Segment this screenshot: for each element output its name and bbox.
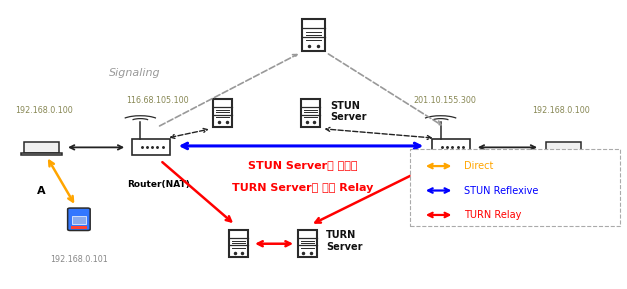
FancyBboxPatch shape	[298, 230, 317, 257]
FancyBboxPatch shape	[132, 140, 170, 155]
FancyBboxPatch shape	[302, 19, 325, 51]
FancyBboxPatch shape	[546, 142, 581, 153]
Text: Signaling: Signaling	[109, 68, 161, 78]
FancyBboxPatch shape	[72, 216, 85, 224]
Text: STUN
Server: STUN Server	[330, 101, 367, 122]
FancyBboxPatch shape	[71, 226, 87, 229]
Text: 116.68.105.100: 116.68.105.100	[126, 96, 188, 105]
Text: B: B	[559, 186, 568, 196]
Text: 192.168.0.101: 192.168.0.101	[50, 255, 108, 264]
Text: TURN
Server: TURN Server	[326, 230, 362, 252]
Text: 192.168.0.100: 192.168.0.100	[16, 106, 73, 115]
Text: 192.168.0.100: 192.168.0.100	[532, 106, 589, 115]
Text: Router(NAT): Router(NAT)	[127, 180, 190, 190]
FancyBboxPatch shape	[544, 153, 584, 155]
FancyBboxPatch shape	[68, 208, 90, 231]
FancyBboxPatch shape	[411, 149, 620, 227]
Text: 201.10.155.300: 201.10.155.300	[413, 96, 477, 105]
Text: STUN Server로 안되면: STUN Server로 안되면	[248, 160, 357, 170]
Text: TURN Relay: TURN Relay	[463, 210, 521, 220]
Text: Direct: Direct	[463, 161, 493, 171]
Text: TURN Server를 통해 Relay: TURN Server를 통해 Relay	[232, 183, 374, 193]
FancyBboxPatch shape	[21, 153, 61, 155]
FancyBboxPatch shape	[301, 99, 320, 127]
FancyBboxPatch shape	[24, 142, 59, 153]
Text: A: A	[37, 186, 46, 196]
FancyBboxPatch shape	[433, 140, 470, 155]
FancyBboxPatch shape	[213, 99, 232, 127]
Text: Router(NAT): Router(NAT)	[416, 180, 480, 190]
FancyBboxPatch shape	[229, 230, 248, 257]
Text: STUN Reflexive: STUN Reflexive	[463, 186, 538, 196]
